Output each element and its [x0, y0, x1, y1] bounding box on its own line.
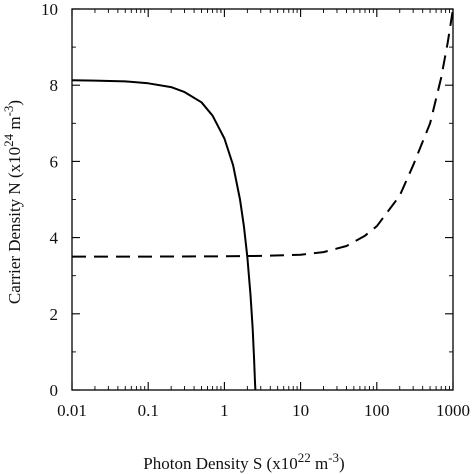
plot-frame	[71, 8, 454, 391]
x-tick-label: 100	[364, 401, 390, 420]
y-tick-label: 2	[50, 305, 59, 324]
series-layer	[71, 8, 454, 391]
x-tick-labels: 0.01 0.1 1 10 100 1000	[57, 401, 470, 420]
x-axis-label: Photon Density S (x1022 m-3)	[143, 450, 344, 473]
y-tick-label: 4	[50, 229, 59, 248]
x-tick-label: 0.1	[138, 401, 159, 420]
y-tick-label: 0	[50, 381, 59, 400]
x-tick-label: 10	[292, 401, 309, 420]
plot-border	[71, 8, 454, 391]
y-tick-label: 10	[41, 0, 58, 19]
dashed-series-line	[72, 8, 454, 258]
solid-series-line	[71, 79, 257, 391]
y-axis-label: Carrier Density N (x1024 m-3)	[1, 100, 24, 304]
y-tick-label: 8	[50, 76, 59, 95]
y-tick-labels: 0 2 4 6 8 10	[41, 0, 59, 400]
x-tick-label: 1000	[436, 401, 470, 420]
x-tick-label: 1	[220, 401, 229, 420]
y-tick-label: 6	[50, 152, 59, 171]
axis-ticks	[71, 8, 454, 391]
x-tick-label: 0.01	[57, 401, 87, 420]
